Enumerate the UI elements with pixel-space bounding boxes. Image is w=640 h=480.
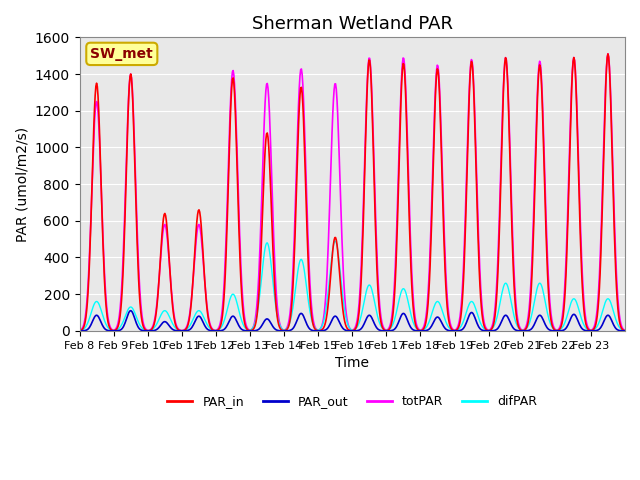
PAR_out (409, 327, 417, 333)
PAR_in (267, 191, 275, 196)
PAR_in (408, 293, 416, 299)
Text: SW_met: SW_met (90, 47, 153, 61)
Line: PAR_in: PAR_in (79, 54, 625, 331)
Line: PAR_out: PAR_out (79, 311, 625, 331)
PAR_in (76, 328, 83, 334)
Legend: PAR_in, PAR_out, totPAR, difPAR: PAR_in, PAR_out, totPAR, difPAR (163, 390, 542, 413)
Line: totPAR: totPAR (79, 54, 625, 331)
PAR_out (241, 328, 248, 334)
difPAR (287, 313, 295, 319)
Y-axis label: PAR (umol/m2/s): PAR (umol/m2/s) (15, 127, 29, 241)
X-axis label: Time: Time (335, 356, 369, 370)
totPAR (267, 147, 275, 153)
totPAR (408, 281, 416, 287)
difPAR (140, 326, 147, 332)
PAR_out (140, 328, 148, 334)
PAR_in (140, 324, 147, 330)
PAR_out (76, 328, 83, 334)
Line: difPAR: difPAR (79, 241, 625, 331)
difPAR (621, 328, 629, 334)
PAR_out (268, 322, 275, 327)
PAR_out (127, 308, 134, 313)
PAR_out (440, 324, 447, 329)
totPAR (240, 309, 248, 314)
difPAR (240, 323, 248, 329)
totPAR (76, 328, 83, 334)
difPAR (267, 259, 275, 264)
PAR_in (604, 51, 612, 57)
difPAR (409, 319, 417, 325)
PAR_out (621, 328, 629, 334)
totPAR (604, 51, 612, 57)
PAR_in (621, 328, 629, 334)
difPAR (440, 312, 447, 318)
totPAR (287, 294, 295, 300)
Title: Sherman Wetland PAR: Sherman Wetland PAR (252, 15, 452, 33)
PAR_out (289, 326, 296, 332)
difPAR (332, 238, 339, 244)
PAR_in (287, 305, 295, 311)
PAR_in (439, 204, 447, 210)
difPAR (76, 328, 83, 334)
PAR_in (240, 315, 248, 321)
totPAR (140, 321, 147, 327)
totPAR (621, 328, 629, 334)
totPAR (439, 189, 447, 195)
